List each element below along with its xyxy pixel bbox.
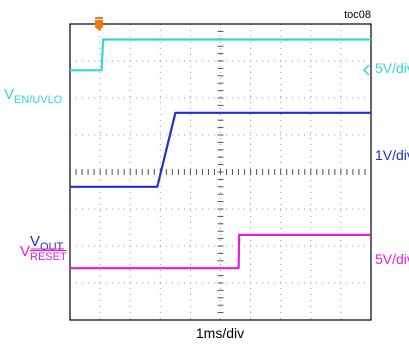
channel-offset-marker-icon: [362, 64, 370, 76]
label-sub: RESET: [30, 251, 67, 263]
x-axis-label: 1ms/div: [196, 325, 244, 341]
label-main: V: [4, 86, 14, 103]
traces: [70, 38, 371, 270]
plot-frame: [69, 23, 372, 321]
trace-out: [70, 111, 371, 188]
label-main: V: [20, 243, 30, 260]
grid: [69, 23, 372, 321]
label-sub: EN/UVLO: [14, 94, 63, 106]
channel-label-out: VOUT: [30, 233, 64, 253]
scale-label-out: 1V/div: [375, 147, 409, 163]
scale-label-reset: 5V/div: [375, 251, 409, 267]
channel-label-reset: VRESET: [20, 243, 67, 263]
trace-reset: [70, 233, 371, 270]
label-main: V: [30, 233, 40, 250]
label-sub: OUT: [40, 241, 64, 253]
scale-label-en-uvlo: 5V/div: [375, 60, 409, 76]
trace-en-uvlo: [70, 38, 371, 72]
trigger-marker-icon: [95, 17, 103, 31]
figure-id: toc08: [344, 9, 371, 21]
channel-label-en-uvlo: VEN/UVLO: [4, 86, 63, 106]
